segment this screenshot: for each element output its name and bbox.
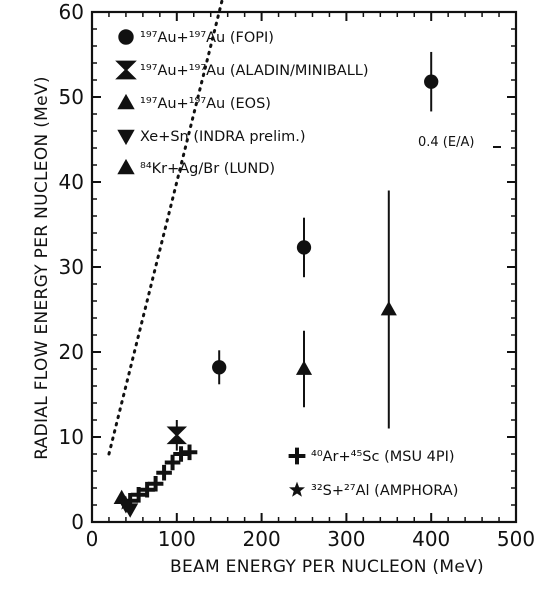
data-point-plus: [130, 487, 147, 503]
legend-entry-label: ⁴⁰Ar+⁴⁵Sc (MSU 4PI): [311, 449, 455, 465]
y-tick-label: 0: [71, 510, 84, 534]
error-bars: [120, 51, 433, 514]
reference-line-label: 0.4 (E/A): [418, 135, 474, 150]
legend-marker-hourglass: [115, 60, 137, 80]
x-tick-label: 0: [86, 527, 99, 551]
data-point-plus: [147, 475, 164, 492]
y-tick-label: 60: [59, 0, 84, 24]
y-tick-label: 20: [59, 340, 84, 364]
data-point-circle: [296, 240, 312, 255]
data-point-hourglass: [166, 426, 188, 445]
data-point-circle: [212, 360, 227, 375]
legend: ¹⁹⁷Au+¹⁹⁷Au (FOPI) ¹⁹⁷Au+¹⁹⁷Au (ALADIN/MI…: [115, 29, 458, 499]
data-point-plus: [139, 481, 155, 498]
legend-marker-triangle-up: [117, 158, 135, 175]
data-point-triangle-down: [122, 503, 139, 518]
data-point-plus: [156, 464, 172, 481]
data-point-triangle-up: [295, 360, 313, 375]
legend-entry-label: ¹⁹⁷Au+¹⁹⁷Au (ALADIN/MINIBALL): [140, 63, 369, 79]
axis-ticks: [91, 11, 517, 523]
legend-entry-label: ³²S+²⁷Al (AMPHORA): [311, 483, 458, 499]
x-tick-label: 300: [327, 527, 365, 551]
data-point-circle: [424, 74, 439, 89]
data-point-plus: [181, 444, 198, 461]
legend-entry-label: ¹⁹⁷Au+¹⁹⁷Au (FOPI): [140, 30, 274, 46]
y-tick-label: 40: [59, 170, 84, 194]
x-axis-label: BEAM ENERGY PER NUCLEON (MeV): [170, 557, 484, 577]
x-tick-label: 500: [497, 527, 535, 551]
y-tick-label: 50: [59, 85, 84, 109]
legend-entry-label: ⁸⁴Kr+Ag/Br (LUND): [140, 161, 275, 177]
y-tick-label: 30: [59, 255, 84, 279]
legend-marker-plus: [288, 447, 306, 465]
x-tick-label: 200: [243, 527, 281, 551]
x-tick-label: 100: [158, 527, 196, 551]
y-tick-label: 10: [59, 425, 84, 449]
tick-labels: 0 100 200 300 400 500 0 10 20 30 40 50 60: [59, 0, 536, 551]
legend-marker-circle: [118, 29, 134, 45]
legend-entry-label: Xe+Sn (INDRA prelim.): [140, 129, 306, 145]
data-point-plus: [164, 454, 181, 471]
legend-entry-label: ¹⁹⁷Au+¹⁹⁷Au (EOS): [140, 96, 271, 112]
x-tick-label: 400: [412, 527, 450, 551]
legend-marker-triangle-down: [117, 129, 135, 146]
legend-marker-star: [289, 481, 305, 497]
legend-marker-triangle-up: [117, 93, 135, 110]
data-markers: [113, 74, 439, 518]
data-point-star: [118, 495, 134, 510]
y-axis-label: RADIAL FLOW ENERGY PER NUCLEON (MeV): [32, 76, 52, 460]
data-point-triangle-up: [380, 301, 397, 316]
